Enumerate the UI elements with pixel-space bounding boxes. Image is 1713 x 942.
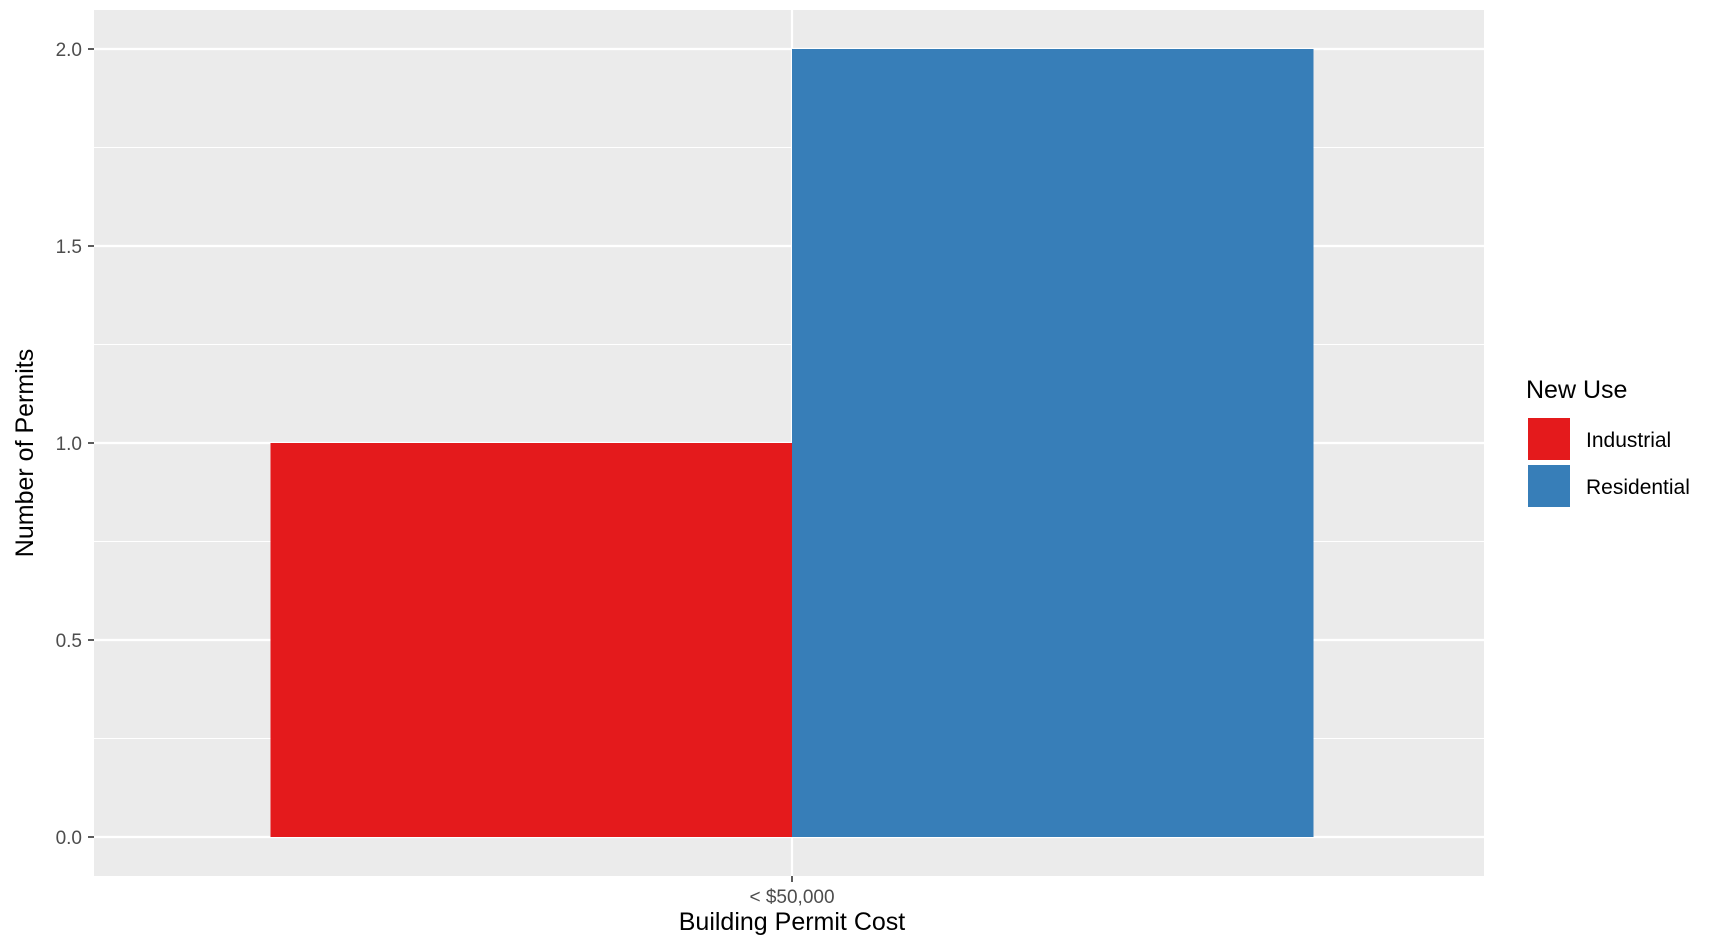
- legend-key-industrial: [1528, 418, 1570, 460]
- x-axis-title: Building Permit Cost: [679, 908, 906, 936]
- x-tick-label: < $50,000: [749, 887, 834, 908]
- y-axis: 0.0 0.5 1.0 1.5 2.0: [56, 40, 94, 849]
- bar-industrial: [270, 443, 792, 837]
- x-axis: < $50,000: [749, 876, 835, 908]
- y-tick-label: 2.0: [56, 40, 82, 61]
- legend-label-industrial: Industrial: [1586, 429, 1671, 452]
- bars: [270, 49, 1314, 837]
- legend: New Use Industrial Residential: [1526, 376, 1690, 507]
- bar-residential: [792, 49, 1314, 837]
- y-axis-title: Number of Permits: [11, 349, 39, 557]
- y-tick-label: 0.5: [56, 631, 82, 652]
- y-tick-label: 0.0: [56, 828, 82, 849]
- y-tick-label: 1.5: [56, 237, 82, 258]
- legend-items: Industrial Residential: [1528, 418, 1690, 507]
- y-tick-label: 1.0: [56, 434, 82, 455]
- legend-key-residential: [1528, 465, 1570, 507]
- legend-label-residential: Residential: [1586, 476, 1690, 499]
- legend-title: New Use: [1526, 376, 1627, 404]
